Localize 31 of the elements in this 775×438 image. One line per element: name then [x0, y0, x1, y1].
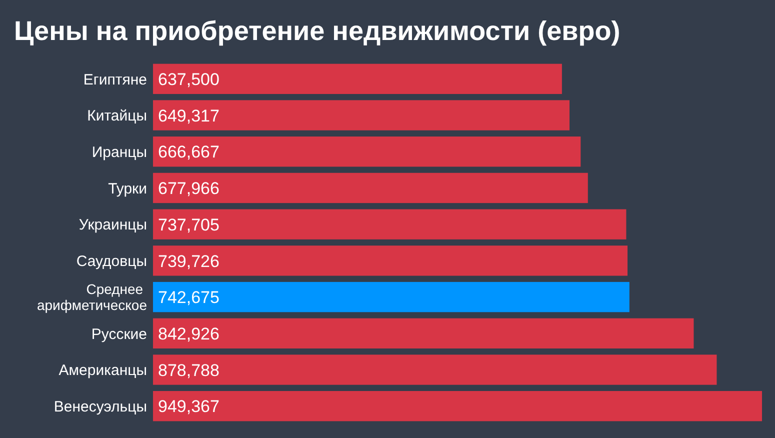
data-label: 637,500: [158, 70, 220, 90]
bar: [153, 136, 581, 167]
bar: [153, 100, 570, 130]
y-tick-label: Русские: [91, 326, 147, 343]
y-tick-label: Саудовцы: [76, 253, 147, 270]
bar: [153, 282, 630, 312]
y-tick-label: Венесуэльцы: [54, 398, 147, 416]
y-tick-label: Американцы: [58, 362, 147, 380]
data-label: 842,926: [158, 324, 220, 344]
bar: [153, 246, 628, 276]
data-label: 949,367: [158, 397, 220, 416]
bar: [153, 391, 762, 422]
data-label: 666,667: [158, 142, 220, 162]
data-label: 878,788: [158, 360, 220, 380]
y-tick-label: Египтяне: [83, 71, 147, 88]
data-label: 677,966: [158, 179, 220, 198]
data-label: 737,705: [158, 215, 220, 234]
y-tick-label: Китайцы: [87, 108, 147, 125]
y-tick-label: Среднее арифметическое: [36, 281, 148, 314]
bar: [153, 354, 717, 385]
data-label: 739,726: [158, 252, 220, 271]
y-tick-label: Турки: [108, 180, 147, 198]
bar: [153, 318, 694, 348]
y-tick-label: Иранцы: [92, 144, 147, 162]
bar: [153, 209, 626, 240]
y-tick-label: Украинцы: [78, 216, 147, 234]
chart-title: Цены на приобретение недвижимости (евро): [14, 16, 620, 46]
bar: [153, 64, 562, 94]
data-label: 649,317: [158, 106, 220, 126]
data-label: 742,675: [158, 288, 220, 308]
bar: [153, 172, 588, 204]
